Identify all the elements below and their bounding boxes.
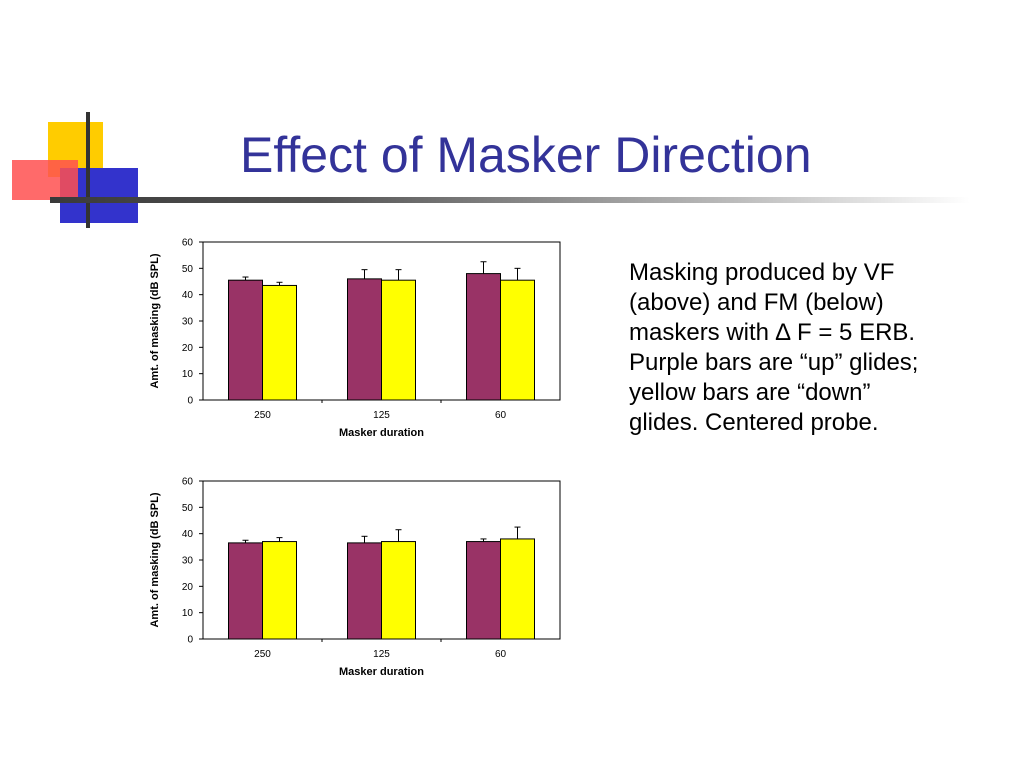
y-tick-label: 50 [182,503,194,514]
bar [381,541,416,640]
y-tick-label: 20 [182,343,194,354]
y-tick-label: 30 [182,556,194,567]
y-tick-label: 60 [182,477,194,488]
x-tick-label: 250 [254,410,271,421]
bar [347,278,382,401]
bar [228,279,263,401]
bar [500,538,535,640]
description-line: (above) and FM (below) [629,289,884,316]
bar [262,284,297,401]
bar [228,542,263,640]
x-tick-label: 250 [254,649,271,660]
y-tick-label: 0 [187,635,193,646]
bar [466,273,501,401]
description-line: maskers with ∆ F = 5 ERB. [629,319,916,346]
y-tick-label: 20 [182,582,194,593]
bar [500,279,535,401]
y-tick-label: 40 [182,290,194,301]
y-tick-label: 10 [182,608,194,619]
x-axis-label: Masker duration [339,427,424,439]
y-tick-label: 60 [182,238,194,249]
description-line: Masking produced by VF [629,259,895,286]
vf-masking-chart: 0 10 20 30 40 50 60 250 125 60 Masker duration Amt.… [140,228,570,448]
fm-masking-chart: 0 10 20 30 40 50 60 250 125 60 Masker duration Amt.… [140,467,570,687]
description-text: Masking produced by VF (above) and FM (b… [629,258,989,438]
description-line: glides. Centered probe. [629,409,879,436]
y-axis-label: Amt. of masking (dB SPL) [149,253,161,388]
page-title: Effect of Masker Direction [240,127,812,183]
x-tick-label: 125 [373,649,390,660]
description-line: yellow bars are “down” [629,379,871,406]
x-tick-label: 60 [495,410,507,421]
bar [262,541,297,640]
x-tick-label: 125 [373,410,390,421]
y-tick-label: 50 [182,264,194,275]
y-tick-label: 30 [182,317,194,328]
bar [347,542,382,640]
x-tick-label: 60 [495,649,507,660]
bar [466,541,501,640]
y-axis-label: Amt. of masking (dB SPL) [149,492,161,627]
x-axis-label: Masker duration [339,666,424,678]
y-tick-label: 40 [182,529,194,540]
description-line: Purple bars are “up” glides; [629,349,919,376]
bar [381,279,416,401]
decorative-logo-icon [12,112,140,228]
y-tick-label: 10 [182,369,194,380]
y-tick-label: 0 [187,396,193,407]
title-divider [50,197,970,203]
